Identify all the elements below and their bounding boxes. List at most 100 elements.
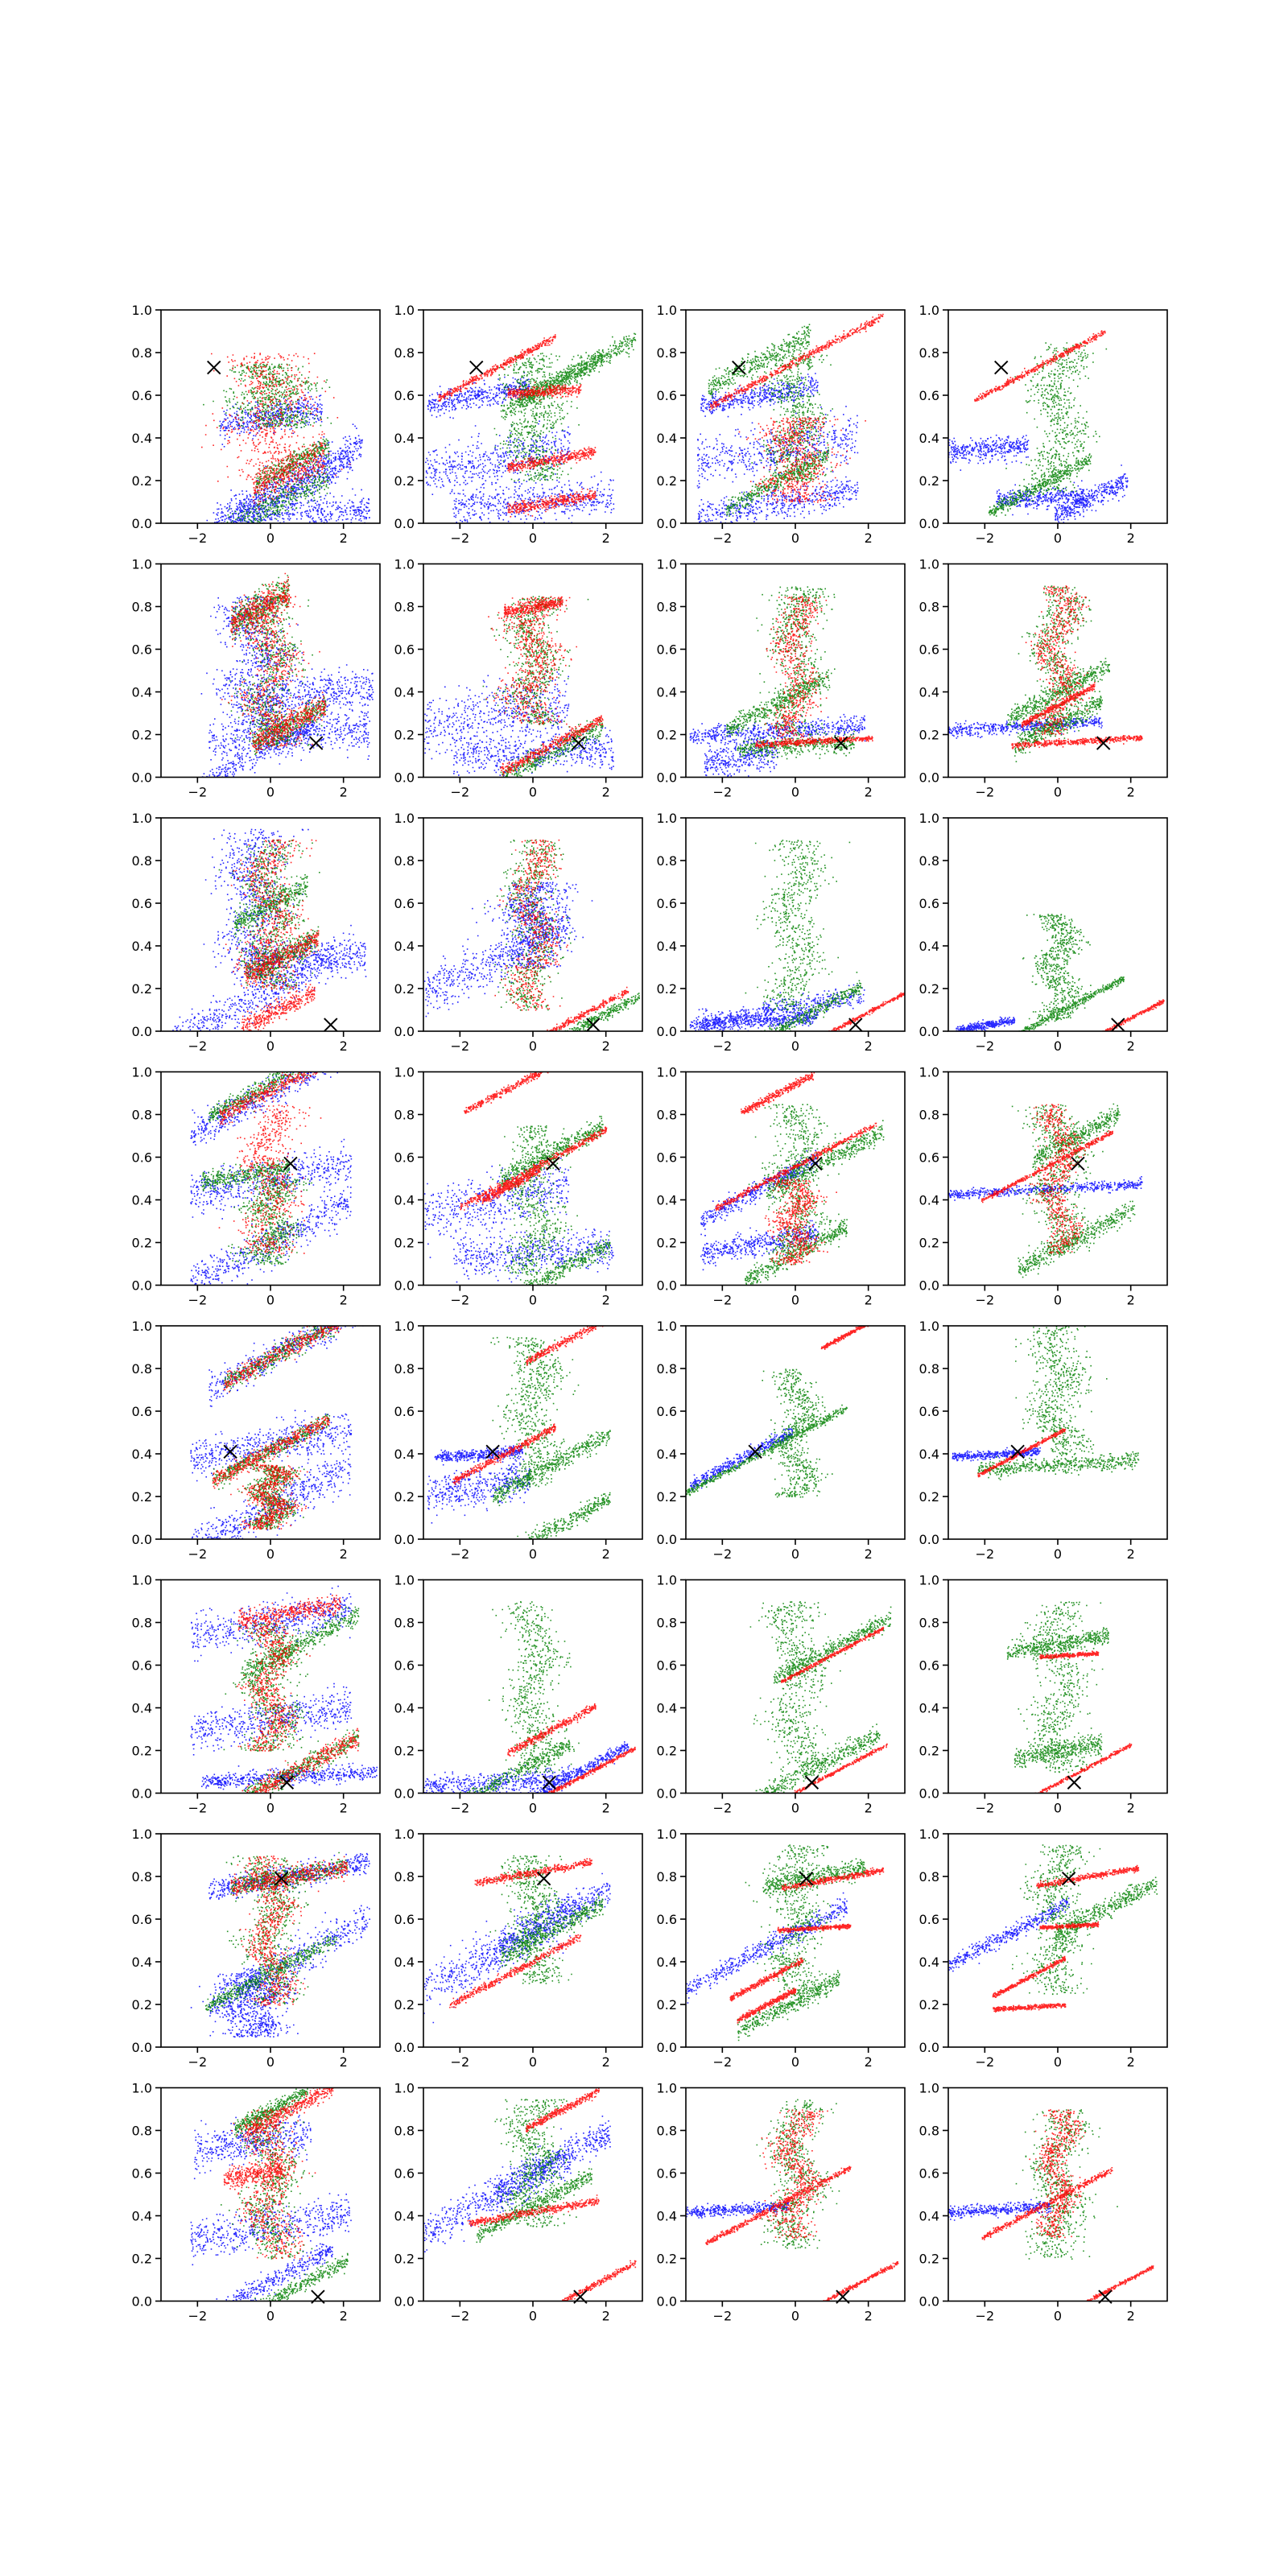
point-cloud-blue (690, 714, 866, 786)
point-cloud-blue (938, 1176, 1143, 1201)
axes-frame (686, 1834, 905, 2047)
scatter-points (423, 1601, 636, 1830)
y-tick-label: 0.8 (657, 1361, 677, 1377)
y-tick-label: 0.2 (657, 728, 677, 743)
series-red (705, 2109, 898, 2333)
x-tick-label: 2 (340, 1546, 348, 1562)
point-cloud-blue (934, 2199, 1051, 2222)
scatter-points (697, 314, 884, 540)
y-tick-label: 0.6 (394, 1150, 415, 1166)
y-tick-label: 1.0 (919, 1319, 939, 1334)
y-tick-label: 0.4 (919, 939, 939, 954)
subplot-r1-c1: −2 0 20.00.20.40.60.81.0 (132, 303, 380, 558)
subplot-r5-c1: −2 0 20.00.20.40.60.81.0 (132, 1294, 380, 1575)
point-cloud-green (483, 1116, 611, 1318)
x-tick-label: 2 (1127, 530, 1135, 546)
x-tick-label: 0 (1054, 1293, 1062, 1308)
series-blue (423, 1873, 611, 2024)
x-tick-label: −2 (188, 2309, 208, 2324)
y-tick-label: 0.8 (394, 600, 415, 615)
x-tick-label: 2 (602, 1546, 610, 1562)
x-tick-label: 2 (865, 1038, 873, 1054)
point-cloud-green (1007, 585, 1110, 762)
x-tick-label: −2 (188, 530, 208, 546)
point-cloud-red (468, 2088, 637, 2336)
y-tick-label: 0.0 (132, 770, 152, 786)
y-tick-label: 0.2 (394, 981, 415, 997)
series-red (981, 1104, 1113, 1253)
y-tick-label: 0.0 (657, 1024, 677, 1039)
y-tick-label: 0.0 (657, 2040, 677, 2055)
y-tick-label: 0.0 (132, 1024, 152, 1039)
x-tick-label: −2 (451, 530, 470, 546)
y-tick-label: 0.6 (657, 1150, 677, 1166)
y-tick-label: 0.6 (394, 1912, 415, 1927)
subplot-r8-c2: −2 0 20.00.20.40.60.81.0 (394, 2081, 642, 2336)
y-tick-label: 0.8 (657, 2124, 677, 2139)
x-tick-label: 2 (602, 1293, 610, 1308)
y-tick-label: 1.0 (132, 2081, 152, 2096)
y-tick-label: 0.4 (394, 1701, 415, 1716)
y-tick-label: 0.4 (657, 1955, 677, 1970)
point-cloud-red (977, 1428, 1066, 1477)
axes-frame (423, 2088, 642, 2301)
point-cloud-blue (941, 435, 1128, 526)
x-tick-label: 0 (266, 1293, 275, 1308)
y-tick-label: 0.0 (132, 516, 152, 531)
x-tick-label: 2 (340, 530, 348, 546)
y-tick-label: 0.8 (919, 2124, 939, 2139)
y-tick-label: 0.4 (132, 1955, 152, 1970)
x-tick-label: 0 (266, 530, 275, 546)
series-blue (934, 2199, 1051, 2222)
x-tick-label: −2 (976, 785, 995, 800)
series-red (974, 330, 1105, 402)
x-tick-label: 0 (791, 2309, 799, 2324)
series-red (821, 1316, 881, 1350)
y-tick-label: 0.4 (394, 1955, 415, 1970)
scatter-points (938, 1844, 1158, 2013)
y-tick-label: 0.4 (657, 1447, 677, 1462)
y-tick-label: 0.4 (132, 1701, 152, 1716)
x-tick-label: −2 (713, 785, 733, 800)
y-tick-label: 0.2 (919, 981, 939, 997)
x-marker (1071, 1157, 1084, 1170)
y-tick-label: 0.2 (132, 2252, 152, 2267)
y-tick-label: 0.2 (919, 473, 939, 489)
y-tick-label: 0.6 (394, 2166, 415, 2182)
y-tick-label: 0.8 (132, 600, 152, 615)
y-tick-label: 0.6 (132, 2166, 152, 2182)
y-tick-label: 0.2 (132, 1744, 152, 1759)
y-tick-label: 0.8 (657, 1616, 677, 1631)
point-cloud-green (748, 1601, 891, 1808)
series-blue (938, 1898, 1070, 1977)
subplot-r8-c1: −2 0 20.00.20.40.60.81.0 (132, 2081, 380, 2347)
y-tick-label: 0.2 (394, 473, 415, 489)
series-blue (424, 1148, 614, 1290)
axes-frame (423, 310, 642, 523)
point-cloud-blue (424, 882, 592, 1018)
x-tick-label: 2 (1127, 2309, 1135, 2324)
y-tick-label: 0.0 (394, 516, 415, 531)
x-marker (324, 1018, 337, 1031)
x-tick-label: 0 (1054, 1801, 1062, 1816)
x-tick-label: 0 (1054, 785, 1062, 800)
y-tick-label: 1.0 (657, 1065, 677, 1080)
y-tick-label: 0.8 (132, 345, 152, 361)
x-tick-label: 0 (529, 2309, 537, 2324)
x-tick-label: 2 (1127, 785, 1135, 800)
subplot-r6-c3: −2 0 20.00.20.40.60.81.0 (657, 1573, 905, 1823)
y-tick-label: 1.0 (132, 811, 152, 826)
y-tick-label: 0.8 (394, 2124, 415, 2139)
y-tick-label: 0.0 (394, 1532, 415, 1547)
y-tick-label: 0.8 (394, 1616, 415, 1631)
y-tick-label: 0.0 (919, 516, 939, 531)
subplot-r4-c3: −2 0 20.00.20.40.60.81.0 (657, 1065, 905, 1308)
series-green (490, 1337, 610, 1564)
x-tick-label: −2 (188, 1293, 208, 1308)
y-tick-label: 0.2 (132, 1236, 152, 1251)
series-red (201, 353, 350, 510)
y-tick-label: 1.0 (919, 303, 939, 318)
series-red (213, 1308, 341, 1530)
y-tick-label: 0.2 (394, 1997, 415, 2013)
scatter-points (423, 596, 614, 791)
